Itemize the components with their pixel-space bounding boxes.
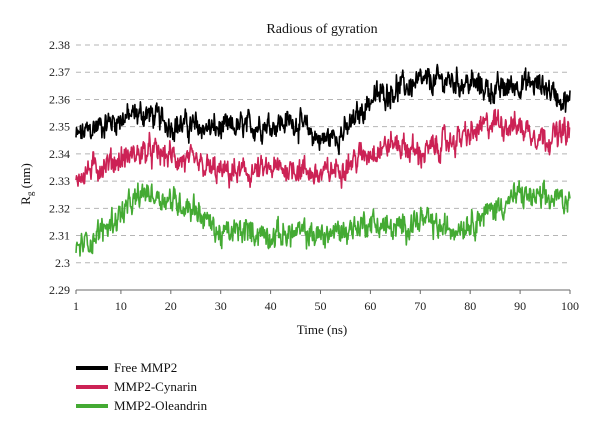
series-line-2	[75, 179, 571, 257]
x-tick-label: 1	[73, 299, 79, 313]
x-tick-label: 80	[464, 299, 476, 313]
x-tick-label: 50	[315, 299, 327, 313]
x-tick-label: 20	[165, 299, 177, 313]
x-tick-label: 10	[115, 299, 127, 313]
y-tick-label: 2.29	[49, 283, 70, 297]
chart-title: Radious of gyration	[266, 22, 377, 37]
y-tick-label: 2.38	[49, 38, 70, 52]
x-tick-label: 60	[364, 299, 376, 313]
y-tick-label: 2.31	[49, 229, 70, 243]
y-tick-label: 2.35	[49, 120, 70, 134]
x-tick-label: 40	[265, 299, 277, 313]
y-tick-label: 2.32	[49, 201, 70, 215]
series-line-1	[75, 108, 571, 189]
y-axis-title: Rg (nm)	[18, 163, 35, 205]
y-tick-label: 2.3	[55, 256, 70, 270]
y-tick-label: 2.34	[49, 147, 70, 161]
plot-area	[75, 63, 571, 257]
x-tick-label: 90	[514, 299, 526, 313]
legend-label-0: Free MMP2	[114, 360, 177, 375]
y-tick-labels: 2.29 2.3 2.31 2.32 2.33 2.34 2.35 2.36 2.37 2.38	[49, 38, 70, 297]
x-tick-labels: 1 10 20 30 40 50 60 70 80 90 100	[73, 290, 579, 313]
legend-label-2: MMP2-Oleandrin	[114, 398, 208, 413]
series-line-0	[75, 63, 571, 156]
x-tick-label: 70	[414, 299, 426, 313]
y-tick-label: 2.37	[49, 65, 70, 79]
y-tick-label: 2.36	[49, 92, 70, 106]
y-axis-title-subscript: g	[25, 191, 35, 196]
y-tick-label: 2.33	[49, 174, 70, 188]
x-tick-label: 30	[215, 299, 227, 313]
legend: Free MMP2 MMP2-Cynarin MMP2-Oleandrin	[76, 360, 208, 413]
y-axis-title-main: R	[18, 196, 33, 205]
x-tick-label: 100	[561, 299, 579, 313]
legend-label-1: MMP2-Cynarin	[114, 379, 198, 394]
y-axis-title-unit: (nm)	[18, 163, 33, 192]
x-axis-title: Time (ns)	[297, 322, 347, 337]
